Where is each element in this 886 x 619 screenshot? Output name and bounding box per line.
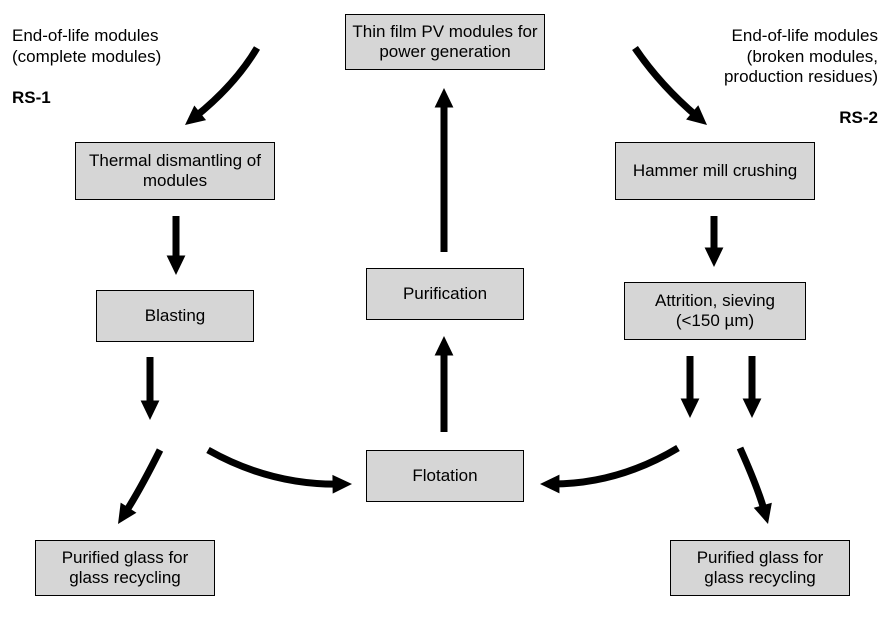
box-purification-text: Purification: [403, 284, 487, 304]
box-hammer-text: Hammer mill crushing: [633, 161, 797, 181]
box-blasting-text: Blasting: [145, 306, 205, 326]
box-top-center: Thin film PV modules for power generatio…: [345, 14, 545, 70]
box-glass-left-text: Purified glass for glass recycling: [42, 548, 208, 589]
box-top-center-text: Thin film PV modules for power generatio…: [352, 22, 538, 63]
label-rs1-code: RS-1: [12, 88, 51, 107]
box-thermal-text: Thermal dismantling of modules: [82, 151, 268, 192]
label-rs2-text: End-of-life modules (broken modules, pro…: [724, 26, 878, 86]
label-rs2: End-of-life modules (broken modules, pro…: [668, 6, 878, 128]
box-blasting: Blasting: [96, 290, 254, 342]
box-thermal: Thermal dismantling of modules: [75, 142, 275, 200]
box-glass-left: Purified glass for glass recycling: [35, 540, 215, 596]
box-flotation-text: Flotation: [412, 466, 477, 486]
box-attrition: Attrition, sieving (<150 µm): [624, 282, 806, 340]
flowchart-root: End-of-life modules (complete modules) R…: [0, 0, 886, 619]
box-flotation: Flotation: [366, 450, 524, 502]
label-rs1: End-of-life modules (complete modules) R…: [12, 6, 222, 108]
box-purification: Purification: [366, 268, 524, 320]
box-attrition-text: Attrition, sieving (<150 µm): [631, 291, 799, 332]
label-rs2-code: RS-2: [839, 108, 878, 127]
label-rs1-text: End-of-life modules (complete modules): [12, 26, 161, 65]
box-glass-right: Purified glass for glass recycling: [670, 540, 850, 596]
box-hammer: Hammer mill crushing: [615, 142, 815, 200]
box-glass-right-text: Purified glass for glass recycling: [677, 548, 843, 589]
